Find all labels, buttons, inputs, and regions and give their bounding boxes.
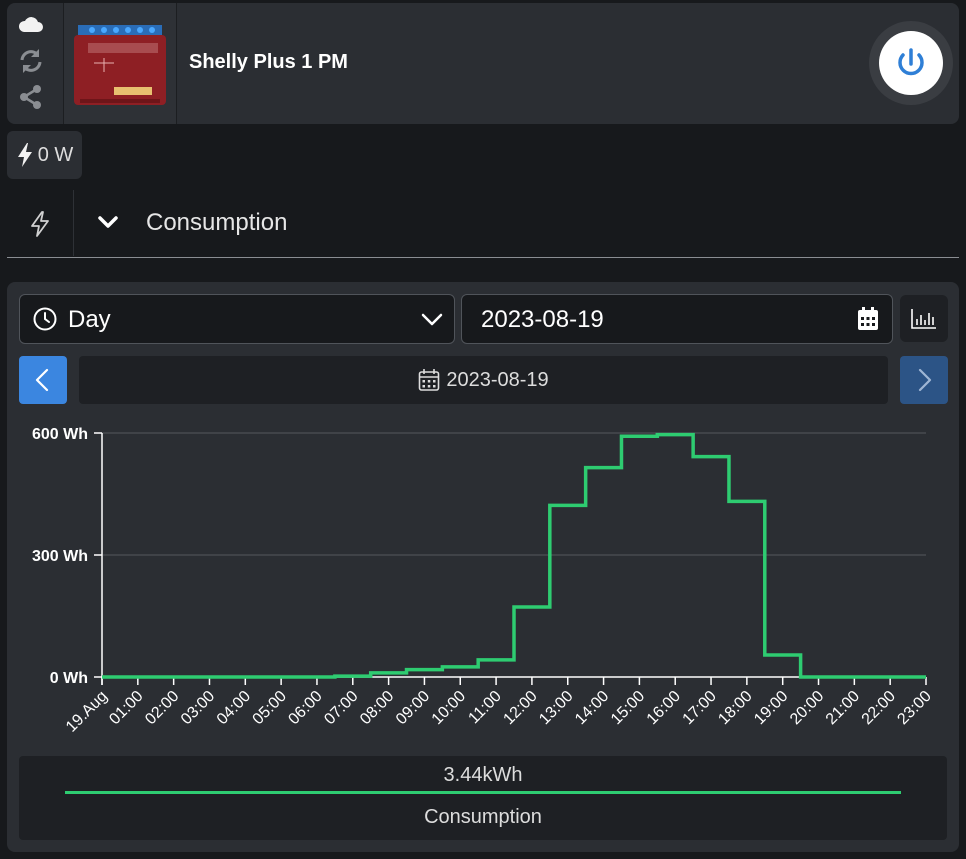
bolt-outline-icon bbox=[31, 211, 49, 237]
x-tick-label: 20:00 bbox=[787, 688, 827, 728]
x-tick-label: 10:00 bbox=[429, 688, 469, 728]
x-tick-label: 11:00 bbox=[465, 688, 505, 728]
period-select[interactable]: Day bbox=[19, 294, 455, 344]
next-period-button[interactable] bbox=[900, 356, 948, 404]
cloud-icon[interactable] bbox=[17, 11, 45, 39]
consumption-section-header[interactable]: Consumption bbox=[7, 190, 959, 258]
calendar-icon bbox=[419, 369, 440, 391]
x-tick-label: 16:00 bbox=[644, 688, 684, 728]
chart-type-button[interactable] bbox=[900, 295, 948, 342]
power-toggle-ring bbox=[869, 21, 953, 105]
bar-chart-icon bbox=[911, 309, 936, 329]
date-value: 2023-08-19 bbox=[481, 306, 604, 333]
x-tick-label: 21:00 bbox=[823, 688, 863, 728]
legend-total: 3.44kWh bbox=[443, 764, 523, 786]
power-icon bbox=[898, 48, 924, 76]
sync-icon[interactable] bbox=[17, 47, 45, 75]
calendar-icon[interactable] bbox=[856, 306, 880, 332]
x-tick-label: 06:00 bbox=[285, 688, 325, 728]
date-field[interactable]: 2023-08-19 bbox=[461, 294, 893, 344]
x-tick-label: 19:00 bbox=[751, 688, 791, 728]
chevron-down-icon[interactable] bbox=[97, 213, 119, 233]
series-consumption-line bbox=[102, 432, 926, 679]
x-tick-label: 01:00 bbox=[106, 688, 146, 728]
bolt-icon bbox=[17, 143, 32, 167]
clock-icon bbox=[33, 307, 57, 331]
chevron-right-icon bbox=[918, 368, 932, 392]
y-tick-label: 0 Wh bbox=[50, 670, 88, 687]
x-tick-label: 13:00 bbox=[536, 688, 576, 728]
y-tick-label: 600 Wh bbox=[32, 426, 88, 443]
x-tick-label: 07:00 bbox=[321, 688, 361, 728]
period-value: Day bbox=[68, 306, 111, 333]
chevron-left-icon bbox=[35, 368, 49, 392]
current-period-display[interactable]: 2023-08-19 bbox=[79, 356, 888, 404]
x-tick-label: 05:00 bbox=[250, 688, 290, 728]
previous-period-button[interactable] bbox=[19, 356, 67, 404]
consumption-card: Day 2023-08-19 bbox=[7, 282, 959, 852]
x-tick-label: 19.Aug bbox=[63, 688, 111, 736]
x-tick-label: 03:00 bbox=[178, 688, 218, 728]
x-tick-label: 17:00 bbox=[680, 688, 720, 728]
chevron-down-icon bbox=[421, 313, 443, 326]
x-tick-label: 09:00 bbox=[393, 688, 433, 728]
current-power-chip: 0 W bbox=[7, 131, 82, 179]
x-tick-label: 15:00 bbox=[608, 688, 648, 728]
current-period-date: 2023-08-19 bbox=[446, 368, 549, 391]
device-thumbnail bbox=[64, 3, 177, 124]
legend-series-line bbox=[65, 791, 901, 794]
side-icon-bar bbox=[7, 3, 64, 124]
section-divider bbox=[73, 190, 74, 256]
legend-series-name: Consumption bbox=[424, 806, 542, 828]
consumption-chart: 0 Wh 300 Wh 600 Wh 19.Aug01:0002:0003:0004:… bbox=[32, 426, 935, 736]
y-tick-label: 300 Wh bbox=[32, 548, 88, 565]
power-button[interactable] bbox=[879, 31, 943, 95]
x-tick-label: 23:00 bbox=[894, 688, 934, 728]
x-tick-label: 12:00 bbox=[500, 688, 540, 728]
x-tick-label: 18:00 bbox=[715, 688, 755, 728]
section-title: Consumption bbox=[146, 209, 288, 236]
current-power-value: 0 W bbox=[37, 143, 74, 166]
device-header: Shelly Plus 1 PM bbox=[7, 3, 959, 124]
x-tick-label: 04:00 bbox=[214, 688, 254, 728]
share-icon[interactable] bbox=[17, 83, 45, 111]
x-tick-label: 02:00 bbox=[142, 688, 182, 728]
x-tick-label: 22:00 bbox=[859, 688, 899, 728]
x-tick-label: 08:00 bbox=[357, 688, 397, 728]
device-image bbox=[74, 25, 166, 105]
device-title: Shelly Plus 1 PM bbox=[189, 51, 348, 73]
chart-legend: 3.44kWh Consumption bbox=[19, 756, 947, 840]
x-tick-label: 14:00 bbox=[572, 688, 612, 728]
